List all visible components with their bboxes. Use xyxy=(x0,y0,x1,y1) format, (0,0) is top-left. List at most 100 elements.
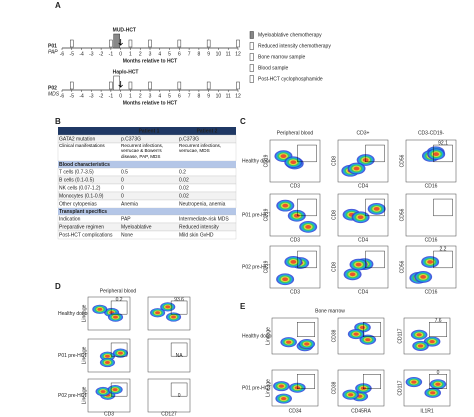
tick-label: 4 xyxy=(158,93,161,99)
x-axis-label: CD3 xyxy=(290,183,300,189)
table-cell: Clinical manifestations xyxy=(59,143,105,148)
tick-label: -3 xyxy=(89,93,94,99)
marrow-sample xyxy=(118,39,123,46)
gate xyxy=(297,198,317,217)
population xyxy=(118,351,123,355)
tick-label: -4 xyxy=(79,51,84,57)
legend-icon xyxy=(249,53,254,61)
population xyxy=(293,213,300,218)
row-label: Healthy donor xyxy=(58,311,89,317)
table-header-bg xyxy=(58,127,236,135)
table-cell: Preparative regimen xyxy=(59,224,104,230)
population xyxy=(373,206,380,211)
patient-id: P02 xyxy=(48,85,57,91)
chemo-bar xyxy=(113,75,120,91)
tick-label: 2 xyxy=(139,93,142,99)
gate xyxy=(110,300,128,315)
x-axis-label: CD3 xyxy=(290,289,300,295)
y-axis-label: CD8 xyxy=(331,262,337,272)
x-axis-label: CD4 xyxy=(358,237,368,243)
table-cell: 0.5 xyxy=(121,169,128,175)
panel-label: C xyxy=(240,117,246,126)
blood-sample xyxy=(128,39,133,48)
blood-sample xyxy=(70,81,74,90)
y-axis-label: CD117 xyxy=(397,328,403,343)
tick-label: 6 xyxy=(178,93,181,99)
plot-frame xyxy=(405,193,457,237)
gate-value: NA xyxy=(176,353,184,359)
tick-label: 0 xyxy=(119,93,122,99)
row-label: P01 pre-HCT xyxy=(242,385,271,391)
gate xyxy=(297,374,315,389)
tick-label: 10 xyxy=(216,93,222,99)
x-axis-label: CD3 xyxy=(290,237,300,243)
table-cell: 0 xyxy=(121,193,124,199)
table-cell: Mild skin GvHD xyxy=(179,232,214,238)
panel-title: Peripheral blood xyxy=(100,288,137,294)
gate xyxy=(170,300,188,315)
legend-icon xyxy=(249,42,254,50)
table-cell: Intermediate-risk MDS xyxy=(179,216,229,222)
gate-value: 0 xyxy=(437,370,440,376)
population xyxy=(355,262,362,267)
tick-label: 3 xyxy=(149,51,152,57)
x-axis-label: CD16 xyxy=(425,289,438,295)
cell-wrap: Recurrent infections, verrucae, MDS xyxy=(179,143,221,153)
y-axis-label: CD56 xyxy=(399,208,405,221)
y-axis-label: CD19 xyxy=(263,154,269,167)
plot-frame xyxy=(147,378,191,413)
y-axis-label: CD8 xyxy=(331,156,337,166)
y-axis-label: CD38 xyxy=(331,329,337,342)
population xyxy=(427,260,434,264)
gate xyxy=(429,374,447,389)
population xyxy=(97,307,103,311)
row-label: P02 pre-HCT xyxy=(242,264,271,270)
legend-label: Blood sample xyxy=(258,65,289,71)
tick-label: -2 xyxy=(99,51,104,57)
population xyxy=(155,311,161,315)
y-axis-label: CD19 xyxy=(263,208,269,221)
tick-label: 1 xyxy=(129,51,132,57)
transplant: MUD-HCT xyxy=(113,27,136,33)
panel-label: D xyxy=(55,282,61,291)
column-title: CD3+ xyxy=(357,130,370,136)
tick-label: 5 xyxy=(168,51,171,57)
gate xyxy=(363,322,381,337)
y-axis-label: Lineage xyxy=(81,304,87,322)
population xyxy=(429,339,435,344)
x-axis-label: CD4 xyxy=(358,183,368,189)
y-axis-label: CD117 xyxy=(397,380,403,395)
population xyxy=(171,315,176,319)
table-cell: Neutropenia, anemia xyxy=(179,201,226,207)
blood-sample xyxy=(236,81,240,90)
population xyxy=(435,382,441,386)
table-cell: B cells (0.1-0.5) xyxy=(59,177,94,183)
gate-value: 93.6 xyxy=(174,297,184,303)
blood-sample xyxy=(70,39,74,48)
population xyxy=(113,315,118,319)
panel-label: B xyxy=(55,117,61,126)
table-cell: Recurrent infections, verrucae & Bowen's… xyxy=(121,143,164,159)
gate-value: 92.1 xyxy=(438,141,448,147)
population xyxy=(420,275,427,279)
population xyxy=(286,340,292,344)
population xyxy=(105,360,110,364)
table-header: Patient 1 xyxy=(139,128,160,134)
x-axis-label: CD16 xyxy=(425,237,438,243)
table-cell: p.C373G xyxy=(179,136,199,142)
x-axis-label: CD4 xyxy=(358,289,368,295)
blood-sample xyxy=(128,81,133,90)
population xyxy=(365,338,371,342)
blood-sample xyxy=(148,81,152,90)
table-cell: 0 xyxy=(121,185,124,191)
tick-label: 4 xyxy=(158,51,161,57)
table-cell: Anemia xyxy=(121,201,138,207)
diagnosis: PAP xyxy=(48,49,58,55)
tick-label: 5 xyxy=(168,93,171,99)
population xyxy=(417,344,424,348)
tick-label: 12 xyxy=(235,51,241,57)
legend-label: Myeloablative chemotherapy xyxy=(258,32,322,38)
tick-label: 1 xyxy=(129,93,132,99)
panel-label: A xyxy=(55,1,61,10)
